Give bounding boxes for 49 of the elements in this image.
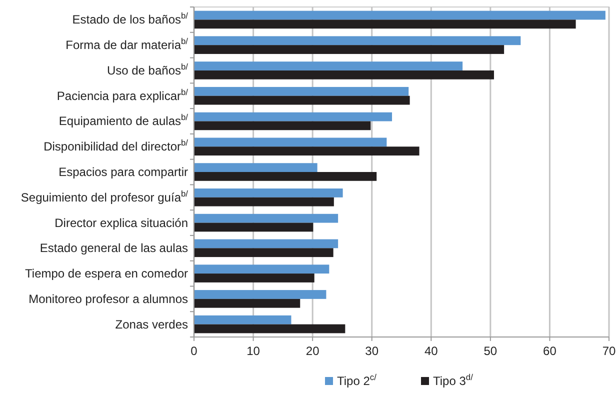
bar xyxy=(194,214,338,223)
y-tick-label: Estado general de las aulas xyxy=(40,241,188,256)
x-tick-label: 0 xyxy=(190,344,198,358)
x-tick-label: 60 xyxy=(543,344,557,358)
bar xyxy=(194,197,334,206)
y-tick-label: Espacios para compartir xyxy=(58,165,188,179)
x-tick-label: 10 xyxy=(246,344,260,358)
bar xyxy=(194,315,292,324)
bar xyxy=(194,264,330,274)
bar xyxy=(194,222,314,232)
bar xyxy=(194,10,606,20)
y-tick-label: Estado de los baños$^{b/}$ xyxy=(72,10,189,27)
legend-label: Tipo 3$^{d/}$ xyxy=(433,372,474,388)
y-tick-label: Uso de baños$^{b/}$ xyxy=(106,61,189,78)
y-tick-label: Paciencia para explicar$^{b/}$ xyxy=(56,86,189,103)
bar xyxy=(194,20,576,29)
bar xyxy=(194,36,521,46)
x-tick-label: 50 xyxy=(484,344,498,358)
bar xyxy=(194,146,420,156)
y-tick-label: Director explica situación xyxy=(54,216,188,230)
y-tick-label: Forma de dar materia$^{b/}$ xyxy=(66,36,189,52)
bar xyxy=(194,163,318,172)
y-tick-label: Tiempo de espera en comedor xyxy=(25,266,188,281)
x-tick-label: 30 xyxy=(365,344,379,358)
bar xyxy=(194,86,409,96)
bar xyxy=(194,298,300,308)
y-tick-label: Zonas verdes xyxy=(115,317,188,332)
bar xyxy=(194,188,343,198)
bar xyxy=(194,121,371,130)
y-tick-label: Seguimiento del profesor guía$^{b/}$ xyxy=(20,188,189,204)
bar xyxy=(194,239,338,248)
bar xyxy=(194,138,387,147)
x-tick-label: 20 xyxy=(306,344,320,358)
y-tick-label: Disponibilidad del director$^{b/}$ xyxy=(44,138,189,154)
bar xyxy=(194,248,334,258)
x-tick-label: 40 xyxy=(424,344,438,358)
bar xyxy=(194,45,504,54)
bar xyxy=(194,274,314,282)
bar xyxy=(194,172,377,181)
bar xyxy=(194,96,410,105)
y-tick-label: Equipamiento de aulas$^{b/}$ xyxy=(58,112,189,128)
bar xyxy=(194,112,392,122)
bar xyxy=(194,324,346,334)
bar xyxy=(194,62,463,70)
legend-label: Tipo 2$^{c/}$ xyxy=(337,372,378,388)
bar xyxy=(194,70,494,80)
y-tick-label: Monitoreo profesor a alumnos xyxy=(28,292,188,306)
x-tick-label: 70 xyxy=(602,344,616,358)
bar xyxy=(194,290,326,299)
